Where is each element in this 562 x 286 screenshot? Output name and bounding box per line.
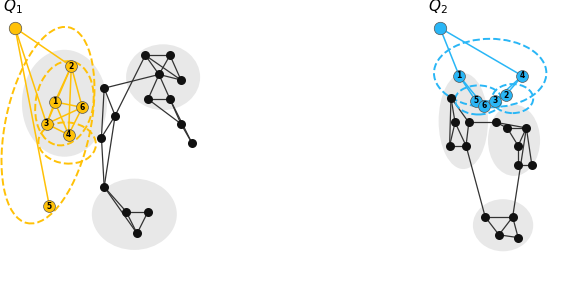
Ellipse shape xyxy=(438,73,488,169)
Text: 4: 4 xyxy=(66,130,71,139)
Ellipse shape xyxy=(22,50,107,157)
Text: 5: 5 xyxy=(473,96,478,105)
Text: 6: 6 xyxy=(481,102,487,110)
Text: $\mathit{Q}_{1}$: $\mathit{Q}_{1}$ xyxy=(3,0,22,16)
Text: 1: 1 xyxy=(456,71,462,80)
Text: $\mathit{Q}_{2}$: $\mathit{Q}_{2}$ xyxy=(428,0,447,16)
Text: 3: 3 xyxy=(492,96,497,105)
Ellipse shape xyxy=(92,179,177,250)
Ellipse shape xyxy=(126,44,200,110)
Text: 2: 2 xyxy=(69,62,74,71)
Text: 5: 5 xyxy=(47,202,52,210)
Text: 3: 3 xyxy=(44,119,49,128)
Ellipse shape xyxy=(473,199,533,251)
Text: 4: 4 xyxy=(520,71,525,80)
Text: 1: 1 xyxy=(52,97,57,106)
Ellipse shape xyxy=(488,105,540,176)
Text: 2: 2 xyxy=(503,91,509,100)
Text: 6: 6 xyxy=(80,103,85,112)
